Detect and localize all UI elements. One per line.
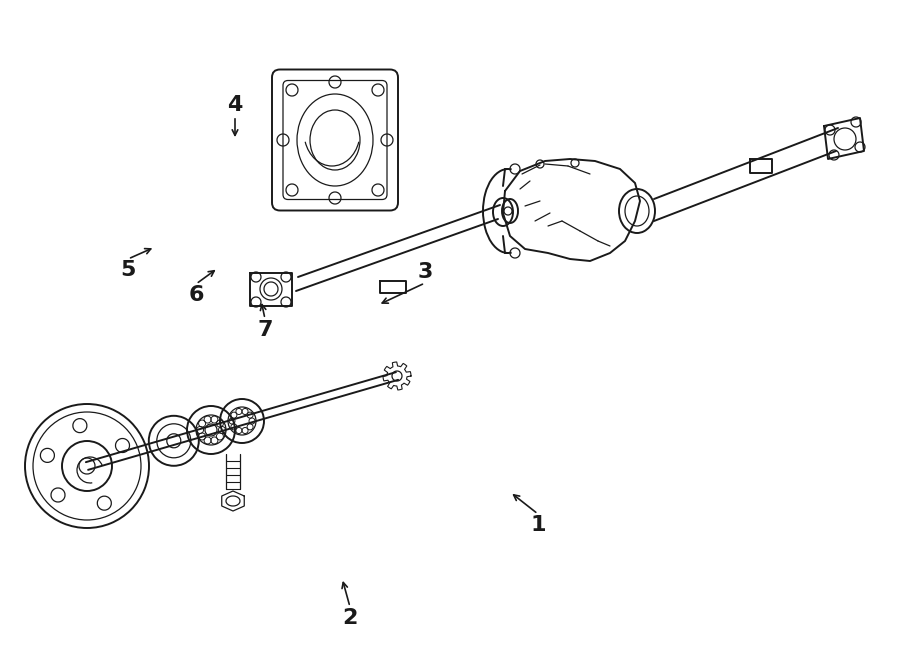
Text: 3: 3 [418,262,433,282]
Text: 1: 1 [530,515,545,535]
Text: 4: 4 [228,95,243,115]
Text: 7: 7 [257,320,273,340]
Text: 2: 2 [342,608,357,628]
Text: 5: 5 [121,260,136,280]
Text: 6: 6 [188,285,203,305]
